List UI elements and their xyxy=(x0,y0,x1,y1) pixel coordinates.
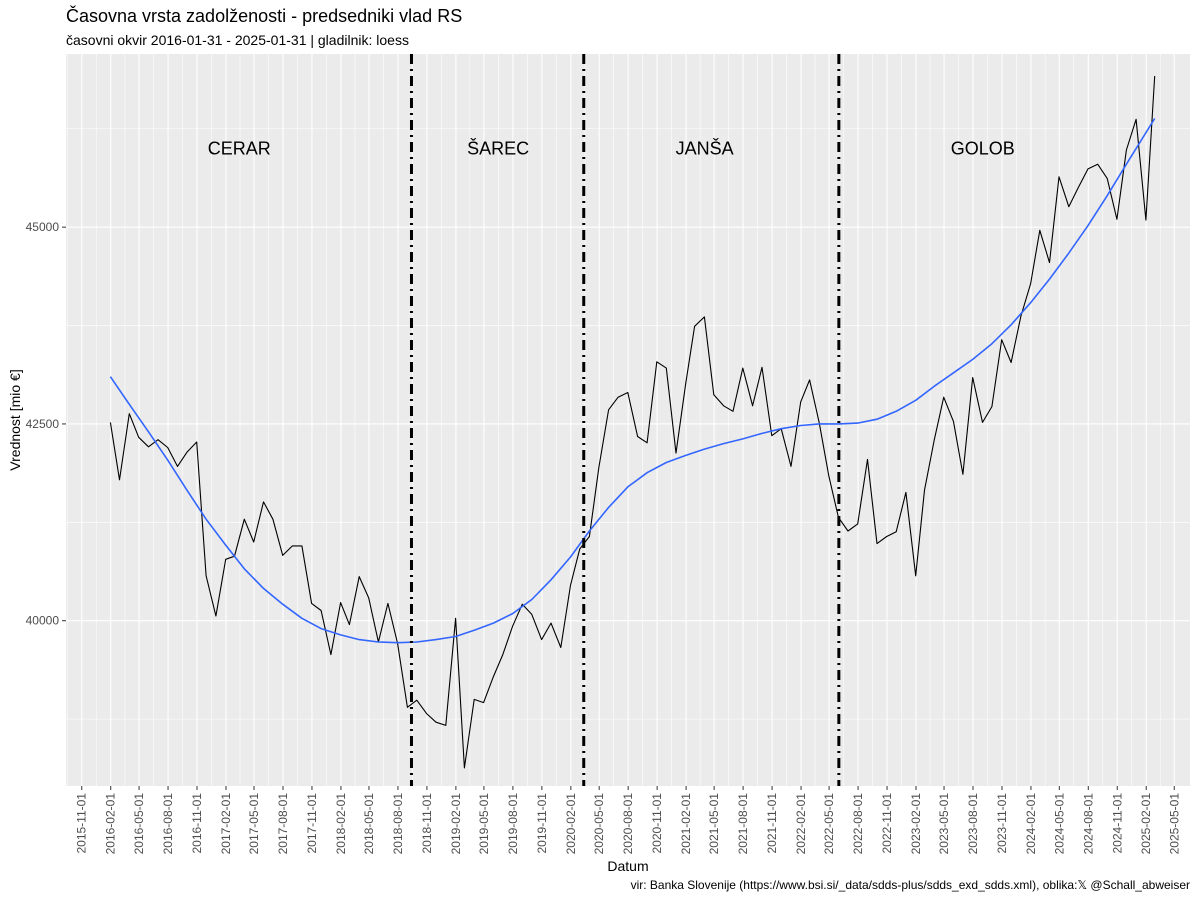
x-tick-label: 2020-05-01 xyxy=(592,793,606,855)
x-tick-label: 2021-11-01 xyxy=(765,793,779,854)
x-tick-label: 2016-02-01 xyxy=(104,793,118,855)
x-tick-label: 2016-11-01 xyxy=(190,793,204,854)
x-axis-title: Datum xyxy=(607,858,648,874)
x-tick-label: 2024-05-01 xyxy=(1052,793,1066,855)
x-tick-label: 2024-08-01 xyxy=(1081,793,1095,855)
x-tick-label: 2021-08-01 xyxy=(736,793,750,855)
x-tick-label: 2018-11-01 xyxy=(420,793,434,854)
y-axis-title: Vrednost [mio €] xyxy=(7,369,23,470)
x-tick-label: 2016-05-01 xyxy=(132,793,146,855)
x-tick-label: 2018-08-01 xyxy=(391,793,405,855)
era-label: GOLOB xyxy=(951,138,1015,158)
y-tick-label: 40000 xyxy=(26,614,60,628)
source-caption: vir: Banka Slovenije (https://www.bsi.si… xyxy=(630,878,1190,892)
x-tick-label: 2024-02-01 xyxy=(1024,793,1038,855)
x-tick-label: 2017-05-01 xyxy=(247,793,261,855)
loess-smoother-line xyxy=(109,118,1156,644)
x-tick-label: 2017-11-01 xyxy=(305,793,319,854)
x-tick-label: 2019-05-01 xyxy=(477,793,491,855)
y-tick-label: 45000 xyxy=(26,220,60,234)
x-tick-label: 2022-02-01 xyxy=(794,793,808,855)
era-label: ŠAREC xyxy=(467,137,529,158)
era-label: CERAR xyxy=(208,138,271,158)
x-tick-label: 2016-08-01 xyxy=(161,793,175,855)
x-tick-label: 2019-02-01 xyxy=(449,793,463,855)
x-tick-label: 2018-02-01 xyxy=(334,793,348,855)
x-tick-label: 2021-05-01 xyxy=(707,793,721,855)
x-tick-label: 2024-11-01 xyxy=(1110,793,1124,854)
x-tick-label: 2021-02-01 xyxy=(679,793,693,855)
x-tick-label: 2020-11-01 xyxy=(650,793,664,854)
x-tick-label: 2020-08-01 xyxy=(621,793,635,855)
x-tick-label: 2022-08-01 xyxy=(851,793,865,855)
x-tick-label: 2017-02-01 xyxy=(219,793,233,855)
x-tick-label: 2015-11-01 xyxy=(75,793,89,854)
x-tick-label: 2023-08-01 xyxy=(966,793,980,855)
debt-series-line xyxy=(109,75,1156,769)
x-tick-label: 2019-08-01 xyxy=(506,793,520,855)
x-tick-label: 2017-08-01 xyxy=(276,793,290,855)
y-tick-label: 42500 xyxy=(26,417,60,431)
x-tick-label: 2022-11-01 xyxy=(880,793,894,854)
x-tick-label: 2020-02-01 xyxy=(564,793,578,855)
chart-subtitle: časovni okvir 2016-01-31 - 2025-01-31 | … xyxy=(66,32,409,48)
chart-title: Časovna vrsta zadolženosti - predsedniki… xyxy=(66,6,463,26)
x-tick-label: 2025-05-01 xyxy=(1167,793,1181,855)
x-tick-label: 2019-11-01 xyxy=(535,793,549,854)
x-tick-label: 2023-02-01 xyxy=(909,793,923,855)
x-tick-label: 2023-05-01 xyxy=(937,793,951,855)
x-tick-label: 2025-02-01 xyxy=(1139,793,1153,855)
x-tick-label: 2023-11-01 xyxy=(995,793,1009,854)
era-label: JANŠA xyxy=(676,137,734,158)
x-tick-label: 2022-05-01 xyxy=(822,793,836,855)
x-tick-label: 2018-05-01 xyxy=(362,793,376,855)
